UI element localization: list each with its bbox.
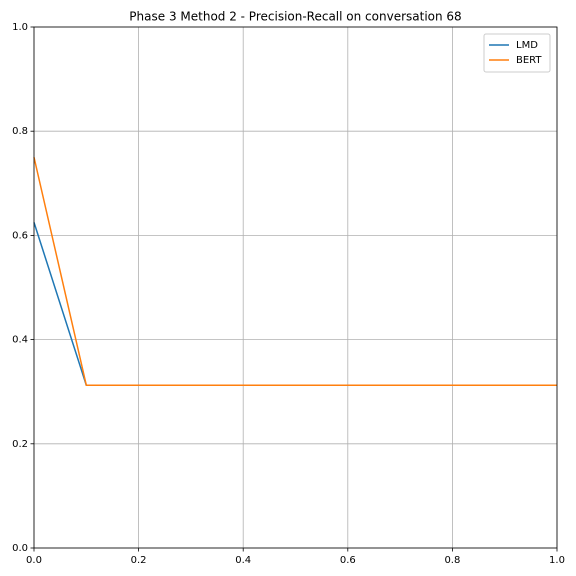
y-tick-label: 0.4 (12, 335, 28, 346)
x-tick-label: 0.0 (26, 555, 42, 566)
legend-label: LMD (516, 40, 538, 51)
plot-frame (33, 26, 558, 549)
y-tick-label: 1.0 (12, 22, 28, 33)
y-tick-label: 0.8 (12, 126, 28, 137)
y-tick-label: 0.0 (12, 543, 28, 554)
legend-label: BERT (516, 55, 542, 66)
chart-title: Phase 3 Method 2 - Precision-Recall on c… (129, 10, 461, 24)
x-tick-label: 0.6 (340, 555, 356, 566)
x-tick-label: 0.4 (235, 555, 251, 566)
x-tick-label: 0.2 (131, 555, 147, 566)
legend-box (483, 33, 551, 73)
y-tick-label: 0.6 (12, 230, 28, 241)
x-tick-label: 0.8 (444, 555, 460, 566)
line-series (33, 157, 557, 386)
y-tick-label: 0.2 (12, 439, 28, 450)
legend: LMD BERT (483, 33, 551, 73)
x-tick-label: 1.0 (549, 555, 565, 566)
